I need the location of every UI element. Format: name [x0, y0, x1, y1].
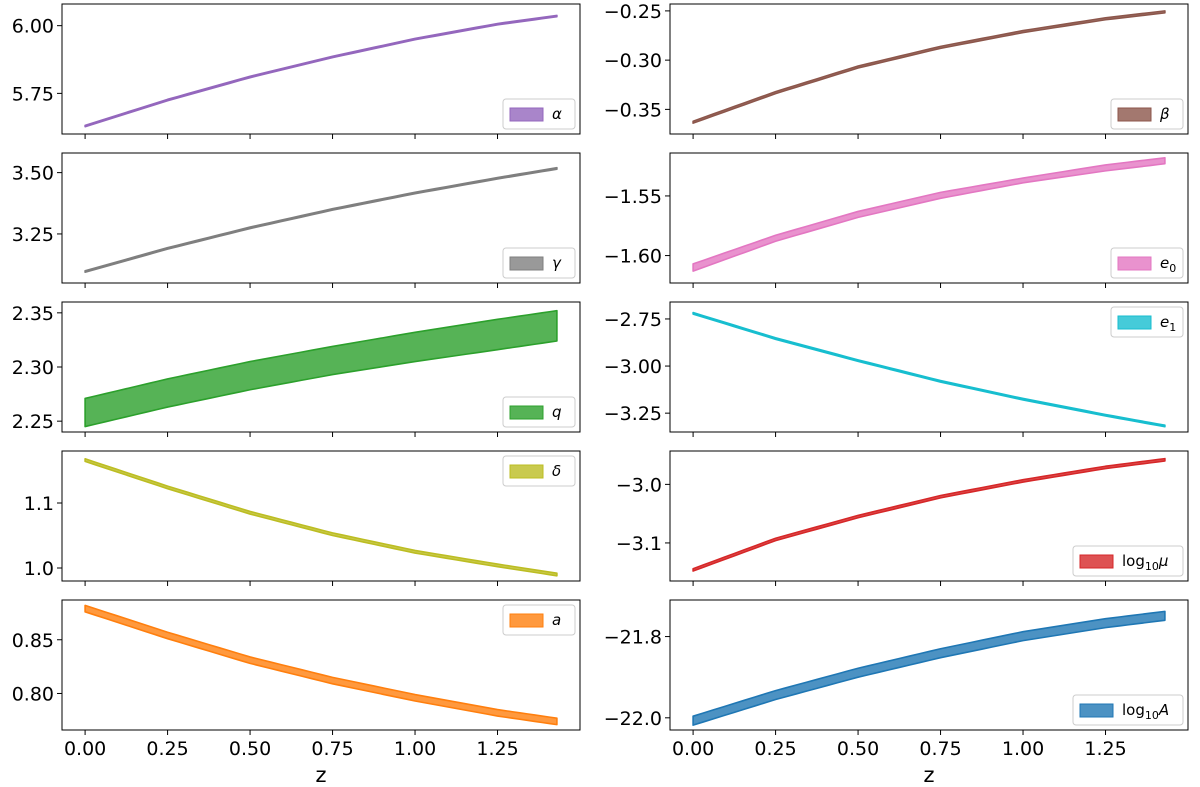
y-tick-label: 1.1	[24, 493, 54, 515]
axes-frame	[61, 152, 581, 284]
x-tick-label: 1.00	[1002, 738, 1044, 760]
axes-frame	[669, 301, 1189, 433]
subplot-5: 2.25 2.30 2.35 q	[12, 301, 581, 437]
y-tick-label: 2.35	[12, 303, 54, 325]
x-axis-label: z	[923, 763, 934, 787]
y-tick-label: 6.00	[12, 16, 54, 38]
y-tick-label: −1.60	[604, 246, 662, 268]
legend-label: a	[552, 611, 561, 629]
subplot-8: −3.1 −3.0 log10μ	[616, 450, 1189, 586]
legend-label: β	[1159, 105, 1170, 123]
x-tick-label: 0.50	[229, 738, 271, 760]
x-tick-label: 0.00	[672, 738, 714, 760]
legend-label: q	[552, 403, 562, 421]
legend-swatch	[509, 107, 544, 122]
y-tick-label: −3.1	[616, 533, 662, 555]
y-tick-label: 3.50	[12, 163, 54, 185]
axes-frame	[61, 3, 581, 135]
legend: α	[502, 98, 576, 130]
subplot-10: −22.0 −21.8 0.00 0.25 0.50 0.75 1.00 1.25 z log10…	[604, 599, 1189, 787]
y-tick-label: 0.80	[12, 683, 54, 705]
legend-swatch	[1117, 256, 1152, 271]
legend: β	[1110, 98, 1184, 130]
legend: e0	[1110, 247, 1184, 279]
legend-label: e1	[1160, 313, 1176, 334]
axes-frame	[669, 450, 1189, 582]
axes-frame	[61, 450, 581, 582]
series-band	[692, 311, 1166, 428]
legend-swatch	[1079, 554, 1114, 569]
subplot-2: −0.35 −0.30 −0.25 β	[604, 1, 1189, 139]
y-tick-label: −3.0	[616, 474, 662, 496]
x-tick-label: 0.25	[146, 738, 188, 760]
x-tick-label: 0.75	[311, 738, 353, 760]
legend: log10μ	[1072, 545, 1184, 577]
x-tick-label: 0.25	[754, 738, 796, 760]
series-band	[84, 166, 558, 274]
y-tick-label: 3.25	[12, 224, 54, 246]
y-tick-label: 1.0	[24, 558, 54, 580]
legend: q	[502, 396, 576, 428]
legend-label: γ	[552, 254, 562, 272]
x-tick-label: 0.00	[64, 738, 106, 760]
series-band	[692, 457, 1166, 572]
y-tick-label: 5.75	[12, 83, 54, 105]
y-tick-label: −0.25	[604, 1, 662, 23]
legend-swatch	[1117, 315, 1152, 330]
legend: log10A	[1072, 694, 1184, 726]
x-tick-label: 1.25	[476, 738, 518, 760]
x-tick-label: 1.25	[1084, 738, 1126, 760]
y-tick-label: −22.0	[604, 708, 662, 730]
y-tick-label: −0.30	[604, 50, 662, 72]
y-tick-label: −21.8	[604, 627, 662, 649]
legend-label: e0	[1160, 254, 1176, 275]
legend-label: α	[552, 105, 562, 123]
y-tick-label: −2.75	[604, 309, 662, 331]
subplot-4: −1.60 −1.55 e0	[604, 152, 1189, 288]
legend: a	[502, 604, 576, 636]
axes-frame	[61, 599, 581, 731]
y-tick-label: 2.25	[12, 411, 54, 433]
legend-label: δ	[552, 462, 561, 480]
legend-swatch	[509, 405, 544, 420]
legend: e1	[1110, 306, 1184, 338]
axes-frame	[669, 599, 1189, 731]
series-band	[692, 156, 1166, 272]
legend-label: log10μ	[1122, 552, 1168, 573]
series-band	[84, 458, 558, 577]
legend: γ	[502, 247, 576, 279]
legend-swatch	[1079, 703, 1114, 718]
y-tick-label: −3.25	[604, 403, 662, 425]
x-tick-label: 1.00	[394, 738, 436, 760]
y-tick-label: −0.35	[604, 99, 662, 121]
y-tick-label: 2.30	[12, 357, 54, 379]
subplot-6: −3.25 −3.00 −2.75 e1	[604, 301, 1189, 437]
y-tick-label: −1.55	[604, 186, 662, 208]
legend-swatch	[1117, 107, 1152, 122]
legend-swatch	[509, 613, 544, 628]
subplot-9: 0.80 0.85 0.00 0.25 0.50 0.75 1.00 1.25 z a	[12, 599, 581, 787]
series-band	[692, 10, 1166, 124]
subplot-7: 1.0 1.1 δ	[24, 450, 581, 586]
subplot-1: 5.75 6.00 α	[12, 3, 581, 139]
series-band	[692, 610, 1166, 726]
series-band	[84, 14, 558, 128]
legend-label: log10A	[1122, 701, 1169, 722]
x-axis-label: z	[315, 763, 326, 787]
axes-frame	[669, 3, 1189, 135]
legend-swatch	[509, 464, 544, 479]
series-band	[84, 309, 558, 428]
x-tick-label: 0.50	[837, 738, 879, 760]
x-tick-label: 0.75	[919, 738, 961, 760]
axes-frame	[669, 152, 1189, 284]
legend-swatch	[509, 256, 544, 271]
y-tick-label: 0.85	[12, 630, 54, 652]
subplot-3: 3.25 3.50 γ	[12, 152, 581, 288]
legend: δ	[502, 455, 576, 487]
series-band	[84, 604, 558, 726]
y-tick-label: −3.00	[604, 356, 662, 378]
